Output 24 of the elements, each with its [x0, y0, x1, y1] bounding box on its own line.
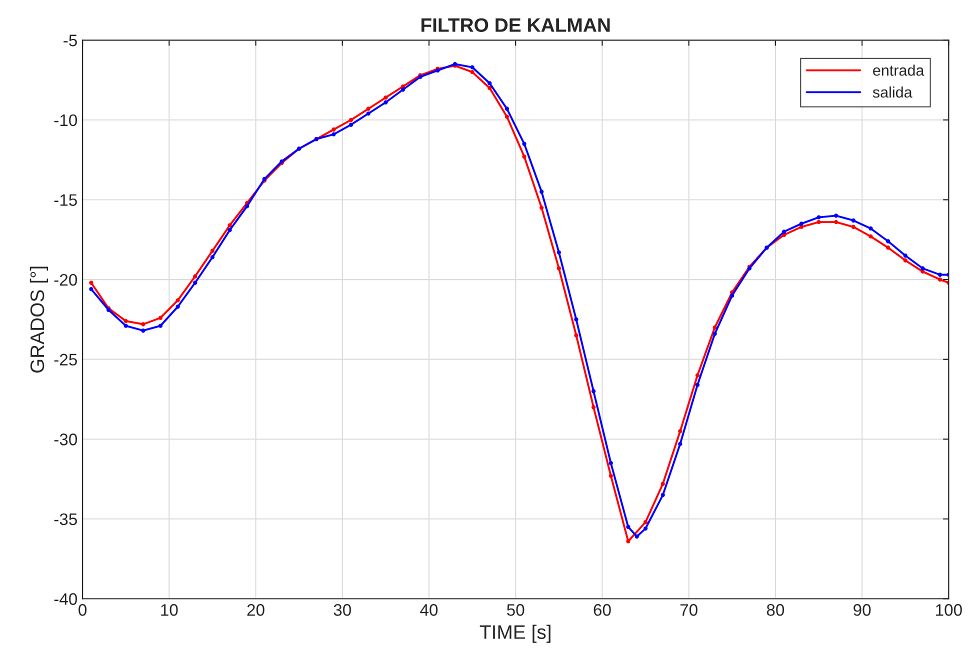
x-tick-label: 20 [247, 604, 264, 616]
x-tick-label: 10 [161, 604, 178, 616]
legend-label: salida [872, 86, 912, 98]
x-tick-label: 90 [854, 604, 871, 616]
x-axis-title: TIME [s] [480, 624, 550, 643]
y-tick-label: -35 [54, 513, 77, 526]
y-tick-label: -15 [54, 194, 77, 206]
x-tick-label: 100 [936, 604, 962, 616]
chart-title: FILTRO DE KALMAN [421, 18, 610, 32]
y-tick-label: -10 [54, 114, 78, 126]
y-axis-title: GRADOS [°] [30, 266, 48, 373]
y-tick-label: -5 [64, 34, 77, 46]
legend-label: entrada [873, 64, 924, 76]
x-tick-label: 80 [766, 604, 784, 616]
x-tick-label: 50 [507, 604, 524, 616]
y-tick-label: -25 [54, 354, 77, 366]
x-tick-label: 40 [420, 604, 438, 616]
x-tick-label: 60 [594, 604, 611, 616]
x-tick-label: 0 [78, 604, 87, 616]
x-tick-label: 30 [334, 604, 351, 616]
y-tick-label: -20 [54, 274, 78, 286]
y-tick-label: -30 [54, 434, 78, 446]
y-tick-label: -40 [54, 593, 78, 605]
x-tick-label: 70 [680, 604, 698, 616]
